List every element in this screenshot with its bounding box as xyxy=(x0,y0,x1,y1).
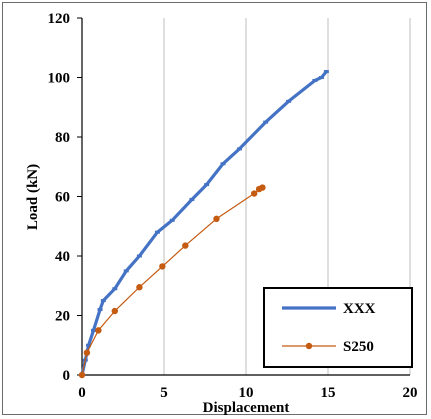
data-point xyxy=(251,190,258,197)
data-point xyxy=(213,215,220,223)
legend-label: S250 xyxy=(343,339,374,355)
data-point xyxy=(159,263,166,270)
legend-entry: S250 xyxy=(282,339,374,355)
series-line xyxy=(80,69,328,377)
x-axis-title: Displacement xyxy=(203,400,290,416)
series-s250 xyxy=(78,184,266,379)
y-axis-title: Load (kN) xyxy=(25,164,41,230)
y-tick-label: 20 xyxy=(55,309,70,325)
y-tick-label: 40 xyxy=(55,249,70,265)
data-series xyxy=(78,69,329,379)
data-point xyxy=(83,349,91,356)
legend-swatch-marker xyxy=(305,342,313,350)
series-line xyxy=(81,187,263,376)
x-tick-label: 15 xyxy=(321,385,336,401)
data-point xyxy=(95,327,102,334)
data-point xyxy=(78,371,86,379)
y-tick-label: 100 xyxy=(48,71,71,87)
tick-labels: 0 5 10 15 20 0 20 40 60 80 100 120 xyxy=(48,11,418,401)
data-point xyxy=(136,284,143,291)
y-tick-label: 0 xyxy=(63,368,71,384)
legend-box xyxy=(263,287,413,368)
legend-label: XXX xyxy=(343,301,376,317)
x-tick-label: 10 xyxy=(239,385,254,401)
legend-entries: XXX S250 xyxy=(282,301,376,355)
legend: XXX S250 xyxy=(263,287,413,368)
y-tick-label: 60 xyxy=(55,190,70,206)
y-tick-label: 120 xyxy=(48,11,71,27)
series-xxx xyxy=(79,69,329,377)
y-tick-label: 80 xyxy=(55,130,70,146)
x-tick-label: 5 xyxy=(160,385,168,401)
data-point xyxy=(259,184,266,191)
x-tick-label: 0 xyxy=(78,385,86,401)
data-point xyxy=(111,307,119,315)
legend-entry: XXX xyxy=(282,301,376,317)
grid-lines xyxy=(163,18,411,375)
data-point xyxy=(182,242,189,249)
x-tick-label: 20 xyxy=(403,385,418,401)
axes xyxy=(77,17,410,376)
